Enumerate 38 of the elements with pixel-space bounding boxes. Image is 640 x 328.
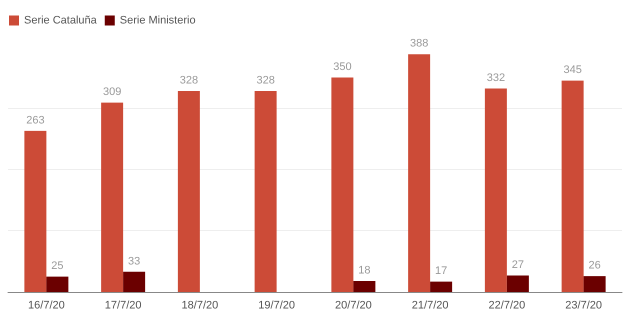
data-label: 332 — [486, 72, 506, 84]
x-tick-label: 16/7/20 — [28, 300, 65, 312]
bar — [254, 90, 277, 292]
x-tick-label: 18/7/20 — [182, 300, 218, 312]
data-label: 350 — [333, 61, 352, 74]
data-label: 25 — [51, 260, 64, 272]
data-label: 17 — [435, 265, 448, 278]
bar — [331, 78, 354, 292]
x-tick-label: 22/7/20 — [488, 300, 526, 312]
bar — [408, 54, 430, 292]
bar — [24, 130, 46, 292]
bar — [178, 90, 200, 292]
legend-label: Serie Ministerio — [120, 14, 196, 26]
bar — [484, 88, 507, 292]
bar — [101, 102, 124, 292]
data-label: 18 — [358, 264, 370, 276]
data-label: 328 — [180, 74, 198, 86]
legend-label: Serie Cataluña — [24, 14, 98, 26]
x-tick-label: 20/7/20 — [335, 300, 372, 312]
data-label: 388 — [410, 38, 428, 50]
bar — [430, 282, 452, 292]
data-label: 27 — [512, 258, 524, 271]
data-label: 263 — [26, 114, 45, 126]
bar — [353, 280, 376, 292]
bar — [46, 276, 68, 292]
data-label: 26 — [588, 260, 601, 272]
x-tick-label: 19/7/20 — [258, 300, 295, 312]
bar — [506, 275, 529, 292]
bar — [584, 276, 606, 292]
x-tick-label: 17/7/20 — [104, 300, 142, 312]
x-tick-label: 21/7/20 — [412, 300, 448, 312]
data-label: 328 — [256, 74, 275, 86]
data-label: 309 — [102, 86, 122, 98]
bar — [562, 80, 584, 292]
x-tick-label: 23/7/20 — [565, 300, 602, 312]
bar — [123, 272, 146, 292]
data-label: 345 — [563, 64, 582, 76]
data-label: 33 — [128, 255, 140, 268]
